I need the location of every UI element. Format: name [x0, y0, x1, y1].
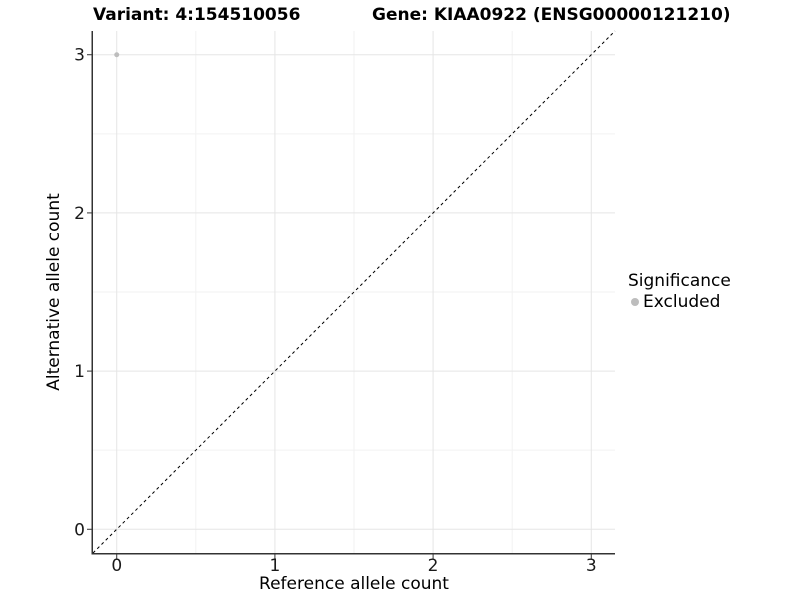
y-axis-label: Alternative allele count: [44, 193, 64, 391]
legend-title: Significance: [628, 271, 731, 291]
x-tick-label: 0: [111, 556, 122, 576]
x-tick-label: 3: [586, 556, 597, 576]
x-axis-label: Reference allele count: [259, 574, 449, 594]
legend: Significance Excluded: [628, 271, 731, 312]
y-tick-label: 0: [74, 520, 85, 540]
y-tick-label: 2: [74, 204, 85, 224]
x-tick-label: 1: [269, 556, 280, 576]
legend-point-swatch: [631, 298, 639, 306]
legend-item-label: Excluded: [643, 292, 721, 312]
plot-title-variant: Variant: 4:154510056: [93, 5, 301, 25]
legend-item-excluded: Excluded: [628, 293, 731, 311]
x-tick-label: 2: [428, 556, 439, 576]
y-tick-label: 3: [74, 46, 85, 66]
plot-title-gene: Gene: KIAA0922 (ENSG00000121210): [372, 5, 731, 25]
data-point: [114, 52, 120, 58]
y-tick-label: 1: [74, 362, 85, 382]
